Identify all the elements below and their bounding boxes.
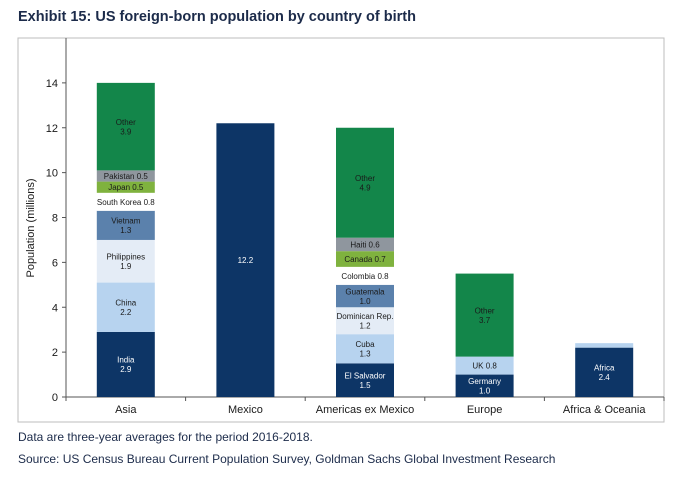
data-label: Haiti 0.6 bbox=[350, 240, 380, 249]
bar-stack: Germany 1.0 UK 0.8 Other 3.7 bbox=[455, 273, 514, 397]
data-label: Cuba 1.3 bbox=[355, 340, 375, 359]
bar-segment bbox=[96, 170, 155, 182]
bar-segment bbox=[216, 123, 275, 397]
y-tick-label: 10 bbox=[46, 168, 58, 180]
data-label: Guatemala 1.0 bbox=[345, 287, 385, 306]
data-label: Dominican Rep. 1.2 bbox=[337, 312, 394, 331]
bar-segment bbox=[96, 282, 155, 332]
y-tick-label: 14 bbox=[46, 78, 58, 90]
data-label: El Salvador 1.5 bbox=[345, 371, 386, 390]
x-tick-label: Asia bbox=[115, 404, 137, 416]
y-tick-label: 8 bbox=[52, 213, 58, 225]
bar-stack: India 2.9 China 2.2 Philippines 1.9 Vietnam 1.3… bbox=[96, 82, 155, 397]
bar-stack: 12.2 bbox=[216, 123, 275, 397]
data-label: Pakistan 0.5 bbox=[104, 172, 149, 181]
data-label: Philippines 1.9 bbox=[106, 253, 145, 272]
bar-segment bbox=[455, 356, 514, 375]
y-axis: 0 2 4 6 8 10 12 14 bbox=[46, 38, 67, 404]
bar-segment bbox=[336, 334, 394, 364]
bar-segment bbox=[96, 331, 155, 397]
data-label: Japan 0.5 bbox=[108, 183, 144, 192]
data-label: UK 0.8 bbox=[472, 362, 497, 371]
data-label: China 2.2 bbox=[115, 299, 136, 318]
x-tick-label: Africa & Oceania bbox=[563, 404, 646, 416]
y-axis-label: Population (millions) bbox=[25, 178, 37, 277]
bars: India 2.9 China 2.2 Philippines 1.9 Vietnam 1.3… bbox=[96, 82, 634, 397]
bar-segment bbox=[455, 273, 514, 357]
bar-segment bbox=[336, 284, 394, 308]
bar-segment bbox=[96, 210, 155, 240]
x-axis: Asia Mexico Americas ex Mexico Europe Africa… bbox=[65, 396, 665, 416]
x-tick-label: Americas ex Mexico bbox=[316, 404, 414, 416]
bar-segment bbox=[96, 239, 155, 283]
data-label: Other 4.9 bbox=[355, 174, 375, 193]
footnote-source: Source: US Census Bureau Current Populat… bbox=[18, 452, 556, 466]
data-label: Colombia 0.8 bbox=[341, 272, 389, 281]
bar-segment bbox=[336, 127, 394, 238]
data-label: Canada 0.7 bbox=[344, 255, 386, 264]
bar-stack: Africa 2.4 bbox=[575, 343, 634, 397]
x-tick-label: Mexico bbox=[228, 404, 263, 416]
bar-segment bbox=[575, 347, 634, 397]
data-label: India 2.9 bbox=[117, 356, 135, 375]
y-tick-label: 2 bbox=[52, 347, 58, 359]
y-tick-label: 0 bbox=[52, 392, 58, 404]
footnote-data-note: Data are three-year averages for the per… bbox=[18, 430, 313, 444]
data-label: 12.2 bbox=[238, 256, 254, 265]
data-label: Other 3.7 bbox=[475, 306, 495, 325]
y-tick-label: 6 bbox=[52, 257, 58, 269]
bar-segment bbox=[336, 307, 394, 335]
bar-segment bbox=[336, 237, 394, 252]
bar-segment bbox=[96, 181, 155, 193]
bar-segment bbox=[336, 251, 394, 267]
bar-segment bbox=[336, 266, 394, 285]
y-tick-label: 12 bbox=[46, 123, 58, 135]
x-tick-label: Europe bbox=[467, 404, 502, 416]
chart-title: Exhibit 15: US foreign-born population b… bbox=[18, 9, 416, 25]
stacked-bar-chart: 0 2 4 6 8 10 12 14 Asia Mexico Americas ex Mexico… bbox=[17, 37, 665, 423]
plot-frame bbox=[17, 37, 665, 423]
bar-segment bbox=[575, 343, 634, 348]
data-label: South Korea 0.8 bbox=[97, 198, 155, 207]
data-label: Africa 2.4 bbox=[594, 364, 615, 383]
bar-segment bbox=[455, 374, 514, 397]
bar-segment bbox=[96, 82, 155, 171]
bar-segment bbox=[336, 363, 394, 397]
data-label: Vietnam 1.3 bbox=[111, 217, 141, 236]
bar-stack: El Salvador 1.5 Cuba 1.3 Dominican Rep. 1.2 Gu… bbox=[336, 127, 394, 397]
data-label: Other 3.9 bbox=[116, 118, 136, 137]
bar-segment bbox=[96, 192, 155, 211]
data-label: Germany 1.0 bbox=[468, 377, 501, 396]
y-tick-label: 4 bbox=[52, 302, 58, 314]
